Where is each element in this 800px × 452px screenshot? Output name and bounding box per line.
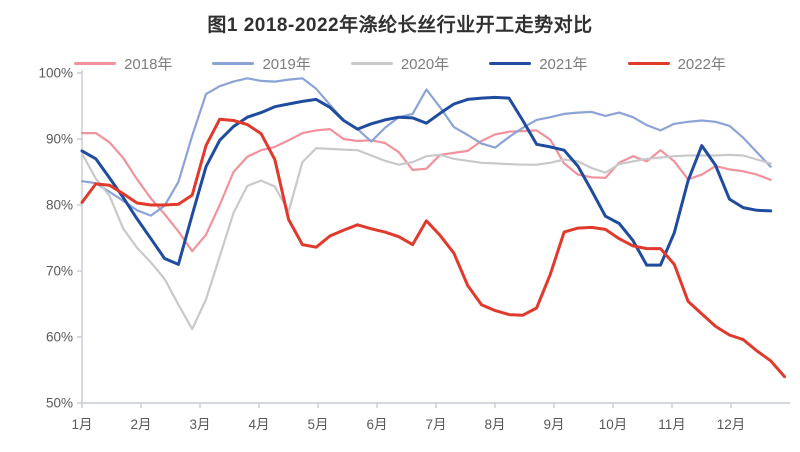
x-tick-label: 2月 — [130, 417, 151, 432]
legend-line-swatch — [212, 62, 255, 65]
legend-item-2021年[interactable]: 2021年 — [489, 53, 588, 74]
legend-line-swatch — [627, 61, 670, 66]
x-tick-label: 4月 — [248, 417, 269, 432]
series-line-2020年 — [80, 147, 772, 331]
x-tick-label: 5月 — [307, 417, 328, 432]
legend-label: 2019年 — [262, 56, 311, 73]
y-tick-label: 90% — [46, 132, 73, 147]
series-line-2021年 — [80, 95, 773, 267]
y-tick-label: 100% — [38, 66, 73, 81]
legend-item-2020年[interactable]: 2020年 — [350, 53, 450, 74]
y-tick-label: 60% — [46, 330, 73, 345]
legend-item-2019年[interactable]: 2019年 — [212, 53, 311, 74]
chart-legend: 2018年 2019年 2020年 2021年 2022年 — [0, 53, 800, 74]
x-tick-label: 12月 — [717, 417, 746, 432]
series-line-2022年 — [80, 117, 786, 379]
legend-line-swatch — [74, 62, 117, 65]
legend-label: 2022年 — [677, 56, 726, 73]
legend-line-swatch — [350, 62, 393, 65]
y-tick-label: 80% — [46, 198, 73, 213]
x-tick-label: 8月 — [484, 417, 505, 432]
x-tick-label: 1月 — [71, 417, 92, 432]
chart-title: 图1 2018-2022年涤纶长丝行业开工走势对比 — [207, 15, 593, 36]
x-tick-label: 11月 — [658, 417, 686, 432]
legend-line-swatch — [489, 61, 532, 66]
series-line-2019年 — [80, 77, 772, 217]
y-tick-label: 70% — [46, 264, 73, 279]
x-tick-label: 7月 — [425, 417, 446, 432]
series-line-2018年 — [80, 128, 772, 253]
legend-label: 2021年 — [539, 56, 588, 73]
x-tick-label: 3月 — [189, 417, 210, 432]
y-tick-label: 50% — [46, 396, 73, 411]
x-tick-label: 6月 — [366, 417, 387, 432]
legend-label: 2020年 — [400, 56, 450, 73]
legend-item-2022年[interactable]: 2022年 — [627, 53, 726, 74]
legend-item-2018年[interactable]: 2018年 — [74, 53, 172, 74]
x-tick-label: 9月 — [543, 417, 564, 432]
x-tick-label: 10月 — [599, 417, 628, 432]
legend-label: 2018年 — [124, 56, 173, 73]
